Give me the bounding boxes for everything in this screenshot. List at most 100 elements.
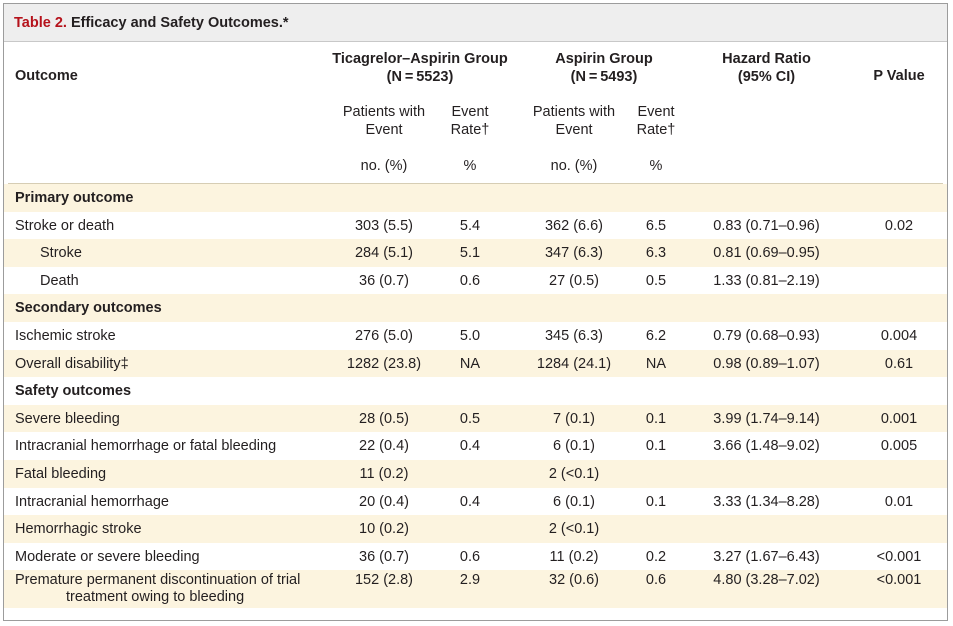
cell-aspirin-rate: 6.3 — [645, 245, 667, 262]
cell-hazard-ratio: 0.83 (0.71–0.96) — [713, 217, 820, 234]
cell-ticagrelor-n: 284 (5.1) — [354, 245, 414, 262]
subheader-label: Patients with — [342, 104, 426, 120]
section-row — [4, 184, 947, 212]
cell-ticagrelor-rate: 0.6 — [459, 548, 481, 565]
cell-aspirin-n: 2 (<0.1) — [548, 466, 600, 482]
outcome-label: Death — [40, 272, 79, 289]
cell-aspirin-rate: 0.1 — [645, 493, 667, 510]
header-aspirin-name: Aspirin Group — [555, 51, 653, 67]
cell-aspirin-n: 345 (6.3) — [544, 328, 604, 344]
cell-ticagrelor-rate: 0.4 — [459, 493, 481, 510]
cell-aspirin-n: 6 (0.1) — [553, 438, 595, 455]
cell-ticagrelor-n: 152 (2.8) — [354, 572, 414, 589]
header-p-value: P Value — [873, 68, 925, 84]
subheader-label: Event — [555, 122, 593, 138]
cell-ticagrelor-n: 20 (0.4) — [359, 493, 409, 510]
section-label: Secondary outcomes — [15, 300, 162, 317]
cell-aspirin-n: 1284 (24.1) — [536, 355, 612, 372]
outcome-label: Severe bleeding — [15, 410, 120, 427]
table-frame: Table 2. Efficacy and Safety Outcomes.* … — [3, 3, 948, 621]
unit-aspirin-pct: % — [649, 158, 663, 174]
cell-aspirin-rate: 6.2 — [645, 328, 667, 344]
cell-aspirin-n: 32 (0.6) — [549, 572, 599, 589]
table-title: Table 2. Efficacy and Safety Outcomes.* — [14, 15, 289, 31]
outcome-label: Premature permanent discontinuation of t… — [15, 572, 301, 589]
cell-ticagrelor-n: 28 (0.5) — [359, 410, 409, 427]
cell-hazard-ratio: 0.98 (0.89–1.07) — [713, 355, 820, 372]
subheader-aspirin-patients: Patients with Event — [524, 103, 624, 139]
cell-p-value: 0.02 — [884, 217, 914, 234]
cell-ticagrelor-rate: NA — [459, 355, 481, 372]
header-hazard-ratio-ci: (95% CI) — [737, 69, 796, 85]
cell-hazard-ratio: 3.27 (1.67–6.43) — [713, 548, 820, 565]
cell-ticagrelor-rate: 5.0 — [459, 328, 481, 344]
cell-p-value: <0.001 — [876, 548, 922, 565]
cell-hazard-ratio: 0.79 (0.68–0.93) — [713, 328, 820, 344]
cell-aspirin-rate: NA — [645, 355, 667, 372]
cell-hazard-ratio: 4.80 (3.28–7.02) — [713, 572, 820, 589]
cell-aspirin-rate: 0.1 — [645, 410, 667, 427]
outcome-label: Stroke or death — [15, 217, 115, 234]
cell-ticagrelor-n: 276 (5.0) — [354, 328, 414, 344]
cell-aspirin-rate: 6.5 — [645, 217, 667, 234]
section-row — [4, 377, 947, 405]
table-caption: Efficacy and Safety Outcomes.* — [66, 15, 289, 31]
cell-aspirin-n: 7 (0.1) — [553, 410, 595, 427]
cell-ticagrelor-n: 22 (0.4) — [359, 438, 409, 455]
cell-p-value: 0.01 — [884, 493, 914, 510]
cell-p-value: 0.005 — [880, 438, 918, 455]
subheader-label: Rate† — [636, 122, 676, 138]
outcome-label: Intracranial hemorrhage — [15, 493, 169, 510]
cell-p-value: 0.004 — [880, 328, 918, 344]
cell-ticagrelor-n: 11 (0.2) — [359, 466, 409, 482]
cell-aspirin-n: 6 (0.1) — [553, 493, 595, 510]
cell-hazard-ratio: 1.33 (0.81–2.19) — [713, 272, 820, 289]
cell-aspirin-rate: 0.2 — [645, 548, 667, 565]
cell-ticagrelor-rate: 0.5 — [459, 410, 481, 427]
outcome-label: Moderate or severe bleeding — [15, 548, 200, 565]
cell-p-value: <0.001 — [876, 572, 922, 589]
cell-ticagrelor-n: 1282 (23.8) — [346, 355, 422, 372]
header-ticagrelor-group: Ticagrelor–Aspirin Group (N = 5523) — [325, 50, 515, 86]
table-row — [4, 460, 947, 488]
cell-ticagrelor-n: 36 (0.7) — [359, 272, 409, 289]
cell-aspirin-rate: 0.1 — [645, 438, 667, 455]
outcome-label-continued: treatment owing to bleeding — [66, 589, 245, 606]
cell-hazard-ratio: 3.33 (1.34–8.28) — [713, 493, 820, 510]
cell-ticagrelor-rate: 5.1 — [459, 245, 481, 262]
subheader-ticagrelor-patients: Patients with Event — [334, 103, 434, 139]
cell-ticagrelor-rate: 5.4 — [459, 217, 481, 234]
header-hazard-ratio-title: Hazard Ratio — [722, 51, 811, 67]
unit-aspirin-n: no. (%) — [550, 158, 598, 174]
cell-aspirin-n: 11 (0.2) — [549, 548, 599, 565]
unit-ticagrelor-pct: % — [463, 158, 477, 174]
header-rule — [8, 183, 943, 184]
cell-ticagrelor-rate: 0.6 — [459, 272, 481, 289]
header-ticagrelor-name: Ticagrelor–Aspirin Group — [332, 51, 508, 67]
cell-ticagrelor-rate: 2.9 — [459, 572, 481, 589]
subheader-label: Patients with — [532, 104, 616, 120]
unit-ticagrelor-n: no. (%) — [360, 158, 408, 174]
table-row — [4, 239, 947, 267]
subheader-ticagrelor-rate: Event Rate† — [440, 103, 500, 139]
cell-aspirin-n: 27 (0.5) — [549, 272, 599, 289]
cell-aspirin-n: 362 (6.6) — [544, 217, 604, 234]
subheader-label: Rate† — [450, 122, 490, 138]
cell-p-value: 0.61 — [884, 355, 914, 372]
cell-ticagrelor-rate: 0.4 — [459, 438, 481, 455]
cell-aspirin-n: 2 (<0.1) — [548, 521, 600, 538]
cell-aspirin-rate: 0.5 — [645, 272, 667, 289]
cell-ticagrelor-n: 303 (5.5) — [354, 217, 414, 234]
header-aspirin-n: (N = 5493) — [570, 69, 638, 85]
outcome-label: Stroke — [40, 245, 82, 262]
header-hazard-ratio: Hazard Ratio (95% CI) — [699, 50, 834, 86]
subheader-aspirin-rate: Event Rate† — [626, 103, 686, 139]
table-row — [4, 570, 947, 609]
cell-ticagrelor-n: 10 (0.2) — [359, 521, 409, 538]
table-row — [4, 515, 947, 543]
section-row — [4, 294, 947, 322]
cell-aspirin-rate: 0.6 — [645, 572, 667, 589]
outcome-label: Intracranial hemorrhage or fatal bleedin… — [15, 438, 277, 455]
subheader-label: Event — [365, 122, 403, 138]
header-ticagrelor-n: (N = 5523) — [386, 69, 454, 85]
